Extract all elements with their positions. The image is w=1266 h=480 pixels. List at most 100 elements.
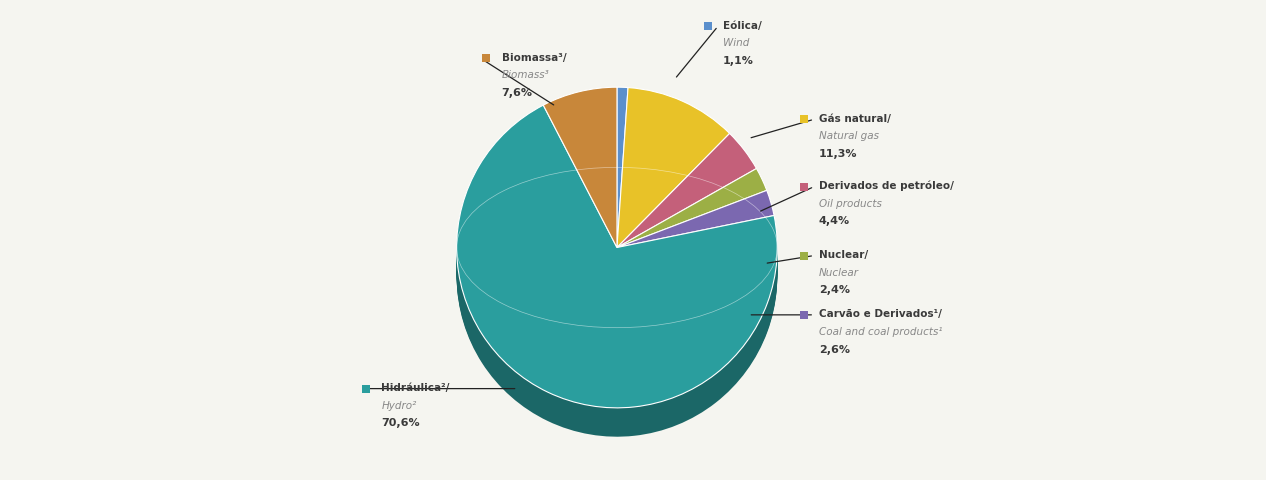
Wedge shape [617,89,628,249]
Wedge shape [457,133,777,435]
Bar [362,385,370,393]
Wedge shape [543,95,617,254]
Wedge shape [617,181,767,260]
Wedge shape [617,150,757,264]
Wedge shape [617,151,757,265]
Wedge shape [457,124,777,426]
Wedge shape [617,215,774,272]
Wedge shape [617,141,757,254]
Wedge shape [617,102,628,263]
Wedge shape [543,100,617,260]
Wedge shape [543,105,617,265]
Ellipse shape [457,194,777,354]
Wedge shape [617,199,774,256]
Wedge shape [617,88,628,248]
Wedge shape [617,104,729,264]
Wedge shape [617,198,767,277]
Wedge shape [617,177,767,256]
Wedge shape [617,216,774,273]
Wedge shape [457,119,777,421]
Wedge shape [617,200,774,257]
Text: Nuclear/: Nuclear/ [819,250,868,259]
Wedge shape [617,160,757,274]
Ellipse shape [457,184,777,344]
Wedge shape [617,172,767,251]
Ellipse shape [457,176,777,336]
Wedge shape [617,139,757,253]
Wedge shape [617,195,774,252]
Wedge shape [543,104,617,264]
Wedge shape [617,163,757,277]
Text: 4,4%: 4,4% [819,216,849,226]
Bar [800,183,808,191]
Wedge shape [543,98,617,258]
Wedge shape [617,207,774,264]
Wedge shape [617,88,729,248]
Wedge shape [457,132,777,434]
Ellipse shape [457,179,777,338]
Wedge shape [457,110,777,412]
Wedge shape [617,158,757,272]
Wedge shape [457,126,777,428]
Wedge shape [617,180,767,258]
Text: Natural gas: Natural gas [819,131,879,141]
Ellipse shape [457,193,777,353]
Wedge shape [617,90,729,249]
Wedge shape [617,173,767,252]
Wedge shape [617,92,628,252]
Wedge shape [617,203,774,260]
Wedge shape [543,96,617,256]
Wedge shape [543,88,617,248]
Wedge shape [617,193,767,272]
Ellipse shape [457,181,777,341]
Wedge shape [543,108,617,268]
Wedge shape [543,114,617,274]
Wedge shape [617,197,774,254]
Wedge shape [457,116,777,419]
Ellipse shape [457,189,777,349]
Wedge shape [617,144,757,257]
Wedge shape [617,135,757,249]
Wedge shape [617,108,628,268]
Wedge shape [617,110,628,270]
Wedge shape [617,194,767,273]
Ellipse shape [457,190,777,350]
Wedge shape [457,135,777,437]
Wedge shape [617,97,729,257]
Wedge shape [617,170,767,249]
Wedge shape [617,191,774,248]
Wedge shape [457,123,777,425]
Wedge shape [457,106,777,408]
Wedge shape [617,154,757,268]
Ellipse shape [457,186,777,347]
Wedge shape [617,108,729,268]
Text: Gás natural/: Gás natural/ [819,113,891,123]
Wedge shape [617,110,729,270]
Wedge shape [543,110,617,270]
Wedge shape [457,115,777,417]
Wedge shape [617,104,628,264]
Wedge shape [617,142,757,256]
Wedge shape [617,147,757,261]
Text: 2,4%: 2,4% [819,285,849,295]
Ellipse shape [457,197,777,357]
Wedge shape [617,93,628,253]
Wedge shape [617,100,628,260]
Wedge shape [617,112,729,272]
Text: Eólica/: Eólica/ [723,21,762,31]
Ellipse shape [457,195,777,356]
Wedge shape [617,98,628,258]
Wedge shape [617,183,767,263]
Wedge shape [617,109,729,269]
Wedge shape [617,188,767,266]
Wedge shape [543,89,617,249]
Wedge shape [543,109,617,269]
Wedge shape [617,190,767,269]
Text: 1,1%: 1,1% [723,56,753,66]
Wedge shape [617,179,767,257]
Wedge shape [617,94,729,253]
Ellipse shape [457,172,777,332]
Wedge shape [617,159,757,273]
Text: 7,6%: 7,6% [501,88,533,98]
Wedge shape [543,111,617,272]
